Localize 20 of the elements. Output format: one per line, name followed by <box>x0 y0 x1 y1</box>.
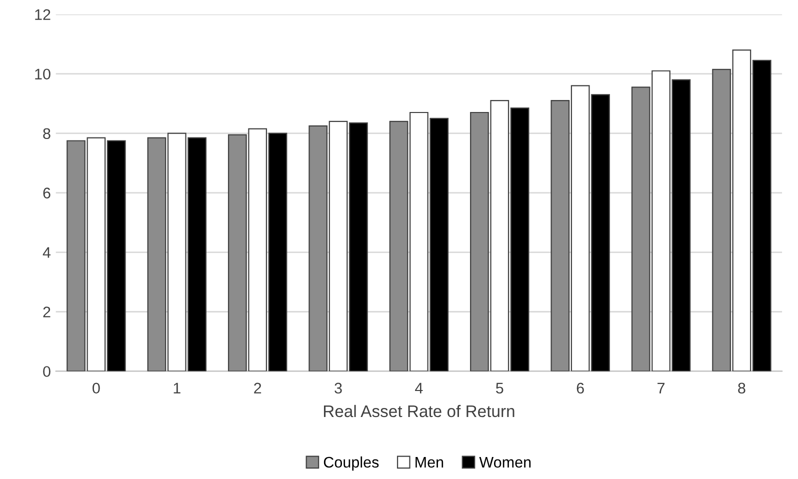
x-tick-label: 1 <box>174 382 180 394</box>
x-tick-label: 0 <box>92 382 100 394</box>
legend-label: Men <box>416 456 444 468</box>
y-tick-label: 12 <box>35 9 50 20</box>
y-tick-label: 10 <box>35 68 50 80</box>
x-tick-label: 8 <box>738 382 746 394</box>
legend-label: Women <box>479 456 531 468</box>
y-tick-label: 6 <box>43 188 50 198</box>
x-tick-label: 5 <box>496 382 504 394</box>
x-tick-label: 7 <box>658 382 664 394</box>
x-axis-title: Real Asset Rate of Return <box>324 404 514 418</box>
y-tick-label: 4 <box>42 247 51 258</box>
x-tick-label: 4 <box>415 382 423 394</box>
y-tick-label: 8 <box>43 128 50 140</box>
x-tick-label: 6 <box>576 382 584 394</box>
legend-label: Couples <box>324 456 379 471</box>
y-tick-label: 2 <box>43 306 50 318</box>
x-tick-label: 3 <box>334 382 342 394</box>
x-tick-label: 2 <box>254 382 262 394</box>
y-tick-label: 0 <box>43 366 50 377</box>
